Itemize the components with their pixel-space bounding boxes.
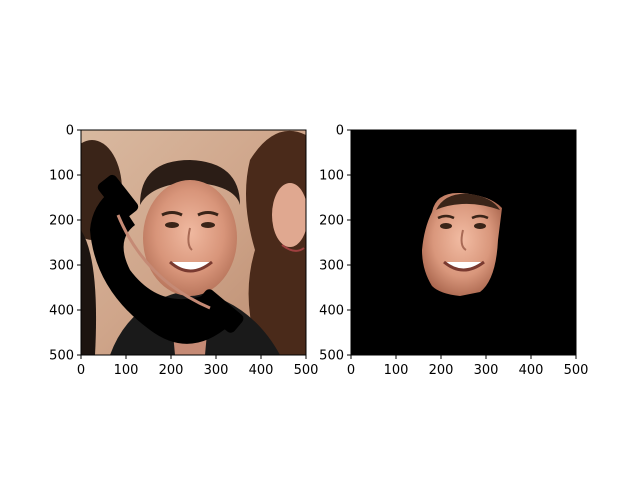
x-tick-label: 0	[347, 363, 355, 378]
x-tick-label: 500	[294, 363, 319, 378]
y-tick-label: 200	[49, 214, 74, 229]
x-tick-label: 500	[564, 363, 589, 378]
left-axes-frame	[80, 129, 307, 356]
y-tick-label: 100	[319, 169, 344, 184]
y-tick-label: 500	[319, 349, 344, 364]
y-tick-label: 300	[319, 259, 344, 274]
y-tick-label: 500	[49, 349, 74, 364]
right-axes-frame	[350, 129, 577, 356]
segmented-face-image	[351, 130, 576, 355]
x-tick-label: 300	[474, 363, 499, 378]
y-tick-label: 200	[319, 214, 344, 229]
y-tick-label: 400	[319, 304, 344, 319]
y-tick-label: 100	[49, 169, 74, 184]
y-tick-label: 400	[49, 304, 74, 319]
x-tick-label: 200	[159, 363, 184, 378]
x-tick-label: 400	[249, 363, 274, 378]
x-tick-label: 0	[77, 363, 85, 378]
x-tick-label: 400	[519, 363, 544, 378]
y-tick-label: 0	[336, 124, 344, 139]
phone-occlusion-icon	[90, 174, 244, 344]
original-photo	[81, 130, 306, 355]
x-tick-label: 300	[204, 363, 229, 378]
x-tick-label: 100	[384, 363, 409, 378]
y-tick-label: 300	[49, 259, 74, 274]
y-tick-label: 0	[66, 124, 74, 139]
x-tick-label: 100	[114, 363, 139, 378]
x-tick-label: 200	[429, 363, 454, 378]
